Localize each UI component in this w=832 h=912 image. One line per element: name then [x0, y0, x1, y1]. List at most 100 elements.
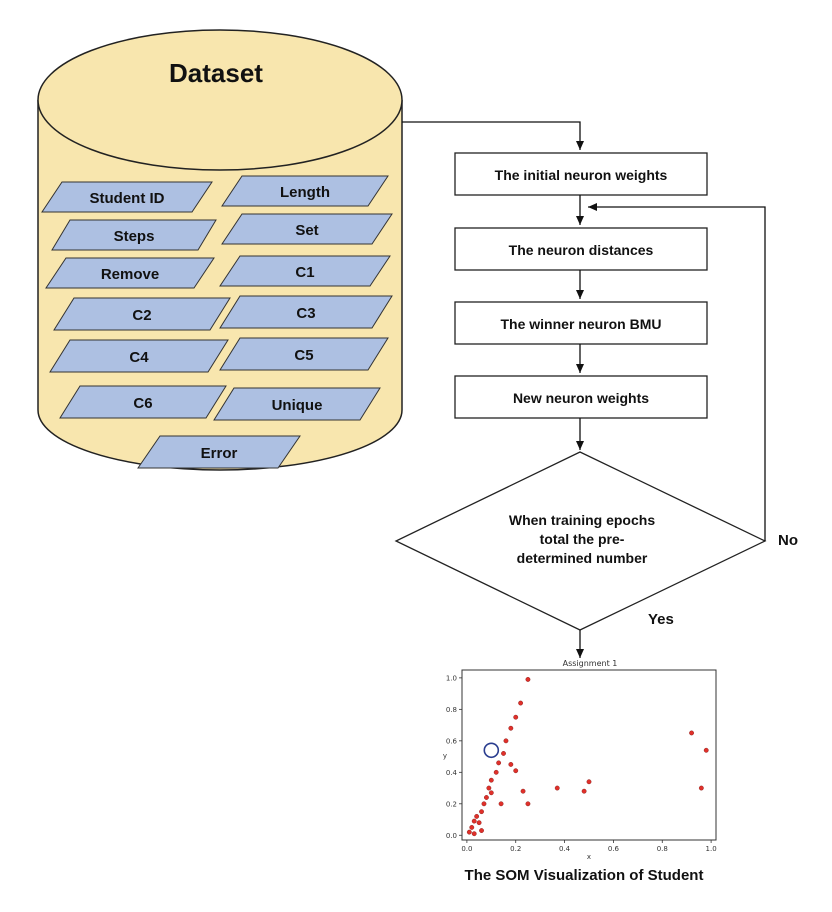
svg-text:Student ID: Student ID: [90, 190, 165, 207]
data-point: [518, 700, 524, 706]
data-point: [479, 809, 484, 815]
x-tick-label: 0.2: [510, 845, 521, 853]
yes-label: Yes: [648, 611, 674, 628]
data-point: [513, 714, 519, 720]
field-c5: C5: [219, 337, 389, 371]
flow-step-neuron-distances: The neuron distances: [454, 227, 708, 271]
x-tick-label: 0.6: [608, 845, 620, 853]
svg-text:Error: Error: [201, 445, 238, 462]
data-point: [479, 828, 484, 833]
data-point: [466, 829, 472, 835]
data-point: [471, 831, 477, 837]
plot-title: Assignment 1: [563, 659, 618, 668]
x-ticks: 0.0 0.2 0.4 0.6 0.8 1.0: [461, 840, 717, 853]
y-tick-label: 0.4: [446, 769, 458, 777]
y-tick-label: 0.0: [446, 832, 457, 840]
field-c6: C6: [59, 385, 227, 419]
data-point: [689, 730, 694, 736]
y-axis-label: y: [443, 752, 447, 760]
x-tick-label: 1.0: [706, 845, 717, 853]
data-point: [486, 785, 492, 791]
data-points: [466, 677, 709, 837]
field-c1: C1: [219, 255, 391, 287]
som-plot: Assignment 1 0.0 0.2 0.4 0.6 0.8 1.0 0.00.20.…: [443, 659, 717, 884]
svg-text:The winner neuron BMU: The winner neuron BMU: [501, 316, 662, 332]
connector-no-loop: No: [588, 203, 798, 549]
y-tick-label: 1.0: [446, 674, 457, 682]
x-axis-label: x: [587, 853, 591, 861]
svg-text:C2: C2: [132, 307, 151, 324]
x-tick-label: 0.4: [559, 845, 571, 853]
field-unique: Unique: [213, 387, 381, 421]
svg-text:C5: C5: [294, 347, 313, 364]
svg-text:The initial neuron weights: The initial neuron weights: [495, 167, 668, 183]
field-remove: Remove: [45, 257, 215, 289]
field-steps: Steps: [51, 219, 217, 251]
data-point: [554, 785, 560, 791]
connector-yes: Yes: [576, 611, 674, 658]
data-point: [476, 820, 482, 826]
data-point: [498, 801, 504, 807]
data-point: [488, 777, 494, 783]
y-tick-label: 0.6: [446, 737, 458, 745]
field-length: Length: [221, 175, 389, 207]
flow-decision: When training epochs total the pre- dete…: [394, 451, 767, 631]
svg-text:C4: C4: [129, 349, 149, 366]
svg-text:New neuron weights: New neuron weights: [513, 390, 649, 406]
data-point: [508, 762, 514, 767]
field-student-id: Student ID: [41, 181, 213, 213]
svg-text:Unique: Unique: [272, 397, 323, 414]
data-point: [586, 779, 592, 785]
dataset-title: Dataset: [169, 58, 263, 88]
svg-text:Remove: Remove: [101, 266, 159, 283]
svg-text:Steps: Steps: [114, 228, 155, 245]
svg-text:C3: C3: [296, 305, 315, 322]
field-c2: C2: [53, 297, 231, 331]
data-point: [484, 795, 489, 800]
svg-text:Set: Set: [295, 222, 318, 239]
field-error: Error: [137, 435, 301, 469]
data-point: [525, 801, 531, 807]
data-point: [501, 751, 506, 756]
data-point: [508, 725, 514, 731]
data-point: [481, 801, 487, 807]
svg-text:determined number: determined number: [517, 550, 648, 566]
data-point: [469, 825, 475, 830]
data-point: [471, 818, 477, 824]
plot-area: [461, 669, 717, 841]
y-tick-label: 0.2: [446, 800, 457, 808]
svg-text:total the pre-: total the pre-: [540, 531, 625, 547]
data-point: [581, 788, 587, 794]
no-label: No: [778, 532, 798, 549]
data-point: [496, 760, 502, 766]
plot-caption: The SOM Visualization of Student: [465, 867, 704, 884]
field-set: Set: [221, 213, 393, 245]
svg-text:C6: C6: [133, 395, 152, 412]
highlight-ring: [483, 742, 500, 759]
y-tick-label: 0.8: [446, 706, 457, 714]
x-tick-label: 0.0: [461, 845, 472, 853]
dataset-fields: Student ID Length Steps Set Remove C1 C2: [41, 175, 393, 469]
data-point: [525, 677, 531, 682]
flow-step-initial-weights: The initial neuron weights: [454, 152, 708, 196]
flow-step-winner-bmu: The winner neuron BMU: [454, 301, 708, 345]
data-point: [520, 788, 526, 794]
data-point: [474, 813, 480, 819]
connector-dataset-to-flow: [402, 121, 584, 150]
field-c4: C4: [49, 339, 229, 373]
svg-text:The neuron distances: The neuron distances: [509, 242, 654, 258]
field-c3: C3: [219, 295, 393, 329]
data-point: [503, 738, 509, 744]
flow-step-new-weights: New neuron weights: [454, 375, 708, 419]
data-point: [703, 747, 709, 753]
data-point: [488, 790, 494, 796]
y-ticks: 0.0 0.2 0.4 0.6 0.8 1.0: [446, 674, 462, 840]
data-point: [493, 769, 499, 775]
data-point: [698, 785, 704, 791]
svg-text:Length: Length: [280, 184, 330, 201]
data-point: [513, 768, 519, 774]
svg-text:C1: C1: [295, 264, 314, 281]
svg-text:When training epochs: When training epochs: [509, 512, 655, 528]
x-tick-label: 0.8: [657, 845, 668, 853]
